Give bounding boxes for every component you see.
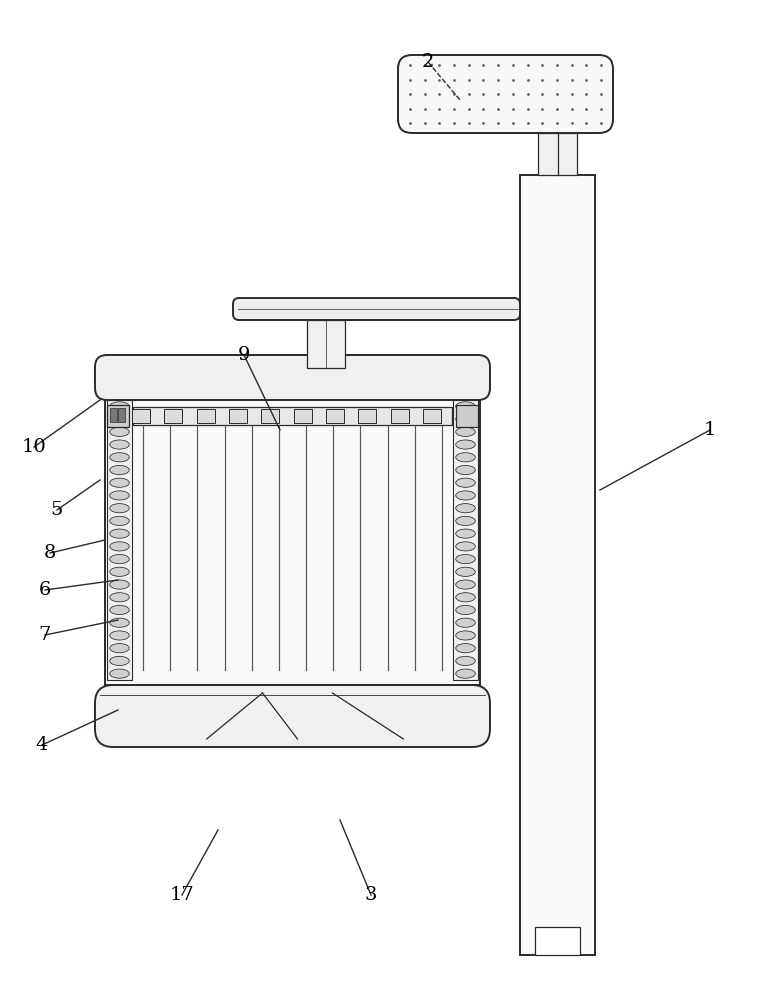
- Ellipse shape: [456, 656, 475, 665]
- Ellipse shape: [456, 567, 475, 576]
- Bar: [132, 409, 150, 423]
- Bar: [262, 409, 280, 423]
- FancyBboxPatch shape: [95, 685, 490, 747]
- FancyBboxPatch shape: [398, 55, 613, 133]
- Ellipse shape: [456, 453, 475, 462]
- Ellipse shape: [456, 402, 475, 411]
- Bar: [229, 409, 247, 423]
- Ellipse shape: [456, 644, 475, 653]
- Text: 6: 6: [39, 581, 52, 599]
- Ellipse shape: [456, 593, 475, 602]
- Ellipse shape: [456, 605, 475, 615]
- Text: 10: 10: [22, 438, 46, 456]
- Ellipse shape: [110, 631, 130, 640]
- Ellipse shape: [456, 427, 475, 436]
- Ellipse shape: [110, 453, 130, 462]
- Bar: [105, 395, 480, 685]
- Bar: [423, 409, 441, 423]
- Ellipse shape: [456, 504, 475, 513]
- Ellipse shape: [110, 669, 130, 678]
- Text: 17: 17: [170, 886, 194, 904]
- Bar: [118, 408, 125, 422]
- Ellipse shape: [456, 516, 475, 525]
- Text: 2: 2: [421, 53, 434, 71]
- Text: 7: 7: [39, 626, 52, 644]
- Bar: [293, 409, 312, 423]
- Ellipse shape: [456, 478, 475, 487]
- Ellipse shape: [456, 669, 475, 678]
- Text: 8: 8: [44, 544, 56, 562]
- Ellipse shape: [110, 580, 130, 589]
- Ellipse shape: [110, 555, 130, 564]
- Ellipse shape: [456, 491, 475, 500]
- Text: 5: 5: [51, 501, 63, 519]
- Ellipse shape: [456, 529, 475, 538]
- Ellipse shape: [110, 440, 130, 449]
- Bar: [535, 927, 580, 955]
- Bar: [110, 408, 117, 422]
- Bar: [307, 320, 345, 368]
- Bar: [453, 400, 478, 680]
- Ellipse shape: [110, 504, 130, 513]
- Ellipse shape: [110, 593, 130, 602]
- Ellipse shape: [110, 567, 130, 576]
- Bar: [107, 400, 132, 680]
- Ellipse shape: [110, 618, 130, 627]
- Ellipse shape: [110, 644, 130, 653]
- Ellipse shape: [110, 605, 130, 615]
- Bar: [133, 407, 452, 425]
- Bar: [538, 133, 577, 175]
- Bar: [359, 409, 376, 423]
- FancyBboxPatch shape: [233, 298, 520, 320]
- Ellipse shape: [110, 491, 130, 500]
- Ellipse shape: [456, 555, 475, 564]
- Ellipse shape: [110, 478, 130, 487]
- Bar: [456, 405, 478, 427]
- Ellipse shape: [110, 529, 130, 538]
- Text: 3: 3: [365, 886, 377, 904]
- Bar: [164, 409, 183, 423]
- Ellipse shape: [110, 415, 130, 424]
- Bar: [196, 409, 215, 423]
- Ellipse shape: [110, 427, 130, 436]
- Ellipse shape: [456, 415, 475, 424]
- Ellipse shape: [110, 656, 130, 665]
- Ellipse shape: [110, 516, 130, 525]
- Ellipse shape: [110, 465, 130, 475]
- Bar: [107, 405, 129, 427]
- Bar: [390, 409, 409, 423]
- Ellipse shape: [456, 440, 475, 449]
- Ellipse shape: [456, 618, 475, 627]
- Ellipse shape: [456, 542, 475, 551]
- Text: 4: 4: [36, 736, 49, 754]
- Bar: [520, 175, 595, 955]
- Bar: [326, 409, 344, 423]
- Ellipse shape: [110, 402, 130, 411]
- Ellipse shape: [456, 631, 475, 640]
- Ellipse shape: [110, 542, 130, 551]
- FancyBboxPatch shape: [95, 355, 490, 400]
- Ellipse shape: [456, 580, 475, 589]
- Ellipse shape: [456, 465, 475, 475]
- Text: 9: 9: [238, 346, 250, 364]
- Text: 1: 1: [704, 421, 716, 439]
